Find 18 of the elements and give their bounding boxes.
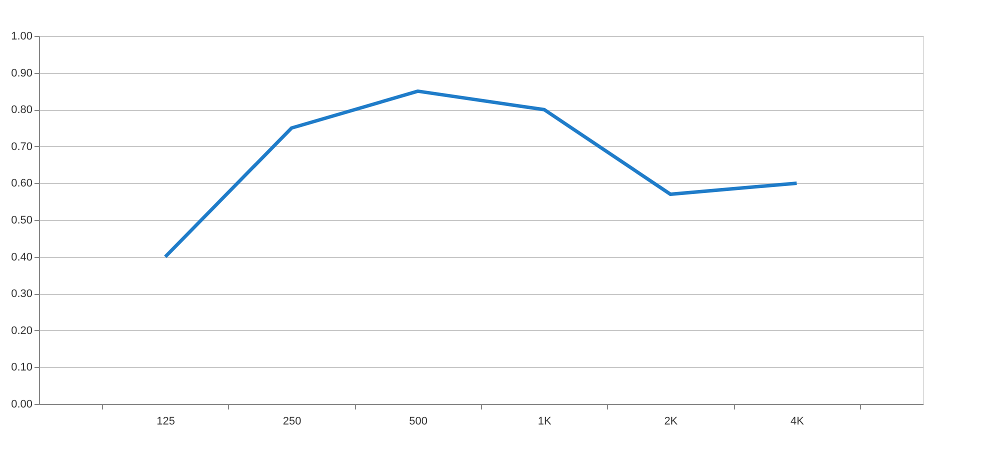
x-tick-label: 4K xyxy=(790,416,805,428)
y-tick-label: 1.00 xyxy=(11,30,32,42)
x-tick-label: 500 xyxy=(409,416,428,428)
y-tick-label: 0.10 xyxy=(11,362,32,374)
y-tick-label: 0.70 xyxy=(11,140,32,153)
line-series xyxy=(164,89,798,259)
y-tick-label: 0.40 xyxy=(11,251,32,264)
y-tick-label: 0.80 xyxy=(11,104,32,116)
x-tick-label: 250 xyxy=(282,416,302,428)
y-tick-label: 0.30 xyxy=(11,288,32,300)
y-tick-label: 0.90 xyxy=(11,67,32,80)
y-tick-label: 0.50 xyxy=(11,214,32,226)
x-tick-label: 1K xyxy=(538,416,552,428)
y-tick-label: 0.20 xyxy=(11,324,32,337)
y-tick-label: 0.60 xyxy=(11,178,32,190)
x-tick-label: 125 xyxy=(156,416,175,428)
x-tick-label: 2K xyxy=(664,416,678,428)
y-tick-label: 0.00 xyxy=(11,398,32,410)
